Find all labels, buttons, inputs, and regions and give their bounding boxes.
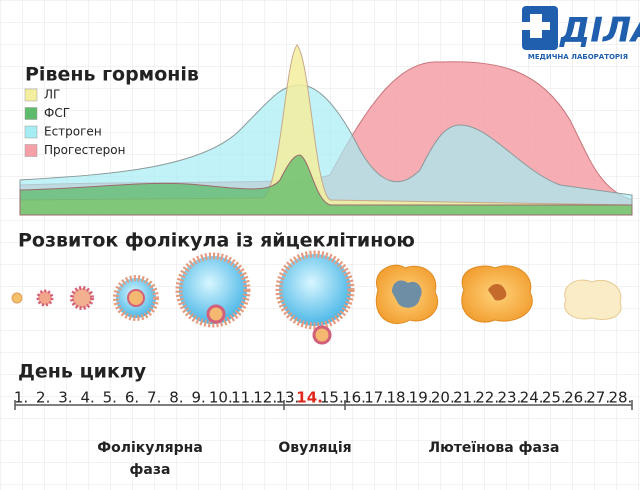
follicle-egg: [206, 304, 226, 324]
legend: ЛГ ФСГ Естроген Прогестерон: [24, 88, 125, 157]
phases: Фолікулярна фаза Овуляція Лютеїнова фаза: [97, 440, 559, 478]
day-label: 2.: [36, 389, 50, 407]
logo-subtitle: МЕДИЧНА ЛАБОРАТОРІЯ: [528, 53, 628, 61]
day-label: 13.: [275, 389, 299, 407]
follicle-title: Розвиток фолікула із яйцеклітиною: [18, 230, 415, 252]
day-axis: 1. 2. 3. 4. 5. 6. 7. 8. 9. 10.11.12.13.14.15.16.1…: [14, 389, 632, 407]
day-label: 14.: [296, 389, 323, 407]
day-label: 12.: [253, 389, 277, 407]
legend-label: ЛГ: [44, 88, 60, 102]
day-label: 17.: [364, 389, 388, 407]
corpus-albicans: [564, 279, 622, 320]
day-label: 11.: [231, 389, 255, 407]
legend-label: Естроген: [44, 125, 102, 139]
phase-label: Лютеїнова фаза: [428, 440, 559, 456]
day-label: 24.: [520, 389, 544, 407]
estrogen-curve: [19, 84, 633, 216]
day-label: 20.: [431, 389, 455, 407]
day-label: 25.: [542, 389, 566, 407]
day-label: 22.: [475, 389, 499, 407]
day-label: 28.: [608, 389, 632, 407]
phase-bracket: [14, 400, 633, 410]
logo-name: ДІЛА: [559, 11, 640, 51]
hormone-curves: [19, 44, 633, 216]
day-label: 15.: [320, 389, 344, 407]
day-label: 6.: [125, 389, 139, 407]
logo: ДІЛА МЕДИЧНА ЛАБОРАТОРІЯ: [522, 6, 640, 61]
phase-label: Овуляція: [278, 440, 351, 456]
day-label: 16.: [342, 389, 366, 407]
day-label: 4.: [80, 389, 94, 407]
day-label: 26.: [564, 389, 588, 407]
phase-label: Фолікулярна: [97, 440, 203, 456]
phase-label: фаза: [130, 462, 171, 478]
day-label: 3.: [58, 389, 72, 407]
day-label: 18.: [386, 389, 410, 407]
day-label: 1.: [14, 389, 28, 407]
day-label: 21.: [453, 389, 477, 407]
hormones-title: Рівень гормонів: [25, 64, 199, 86]
day-label: 19.: [409, 389, 433, 407]
follicle-stage: [70, 286, 94, 310]
day-label: 9.: [191, 389, 205, 407]
corpus-luteum-core: [392, 280, 422, 308]
follicle-stages: [11, 250, 622, 345]
logo-cross: [522, 14, 550, 38]
day-label: 8.: [169, 389, 183, 407]
follicle-egg: [312, 325, 332, 345]
legend-swatch: [24, 125, 38, 139]
legend-swatch: [24, 144, 38, 157]
fsh-curve: [19, 154, 633, 216]
legend-label: ФСГ: [44, 106, 70, 120]
follicle-stage: [175, 252, 251, 328]
day-label: 7.: [147, 389, 161, 407]
legend-swatch: [24, 107, 38, 120]
follicle-stage: [275, 250, 355, 330]
legend-swatch: [24, 88, 38, 102]
day-label: 27.: [586, 389, 610, 407]
day-label: 23.: [497, 389, 521, 407]
follicle-stage: [11, 292, 23, 304]
corpus-luteum-core: [488, 284, 507, 301]
legend-label: Прогестерон: [44, 143, 125, 157]
follicle-stage: [36, 289, 54, 307]
lh-curve: [19, 44, 633, 216]
day-label: 10.: [209, 389, 233, 407]
day-label: 5.: [103, 389, 117, 407]
cycle-title: День циклу: [18, 361, 147, 383]
follicle-egg: [127, 289, 145, 307]
